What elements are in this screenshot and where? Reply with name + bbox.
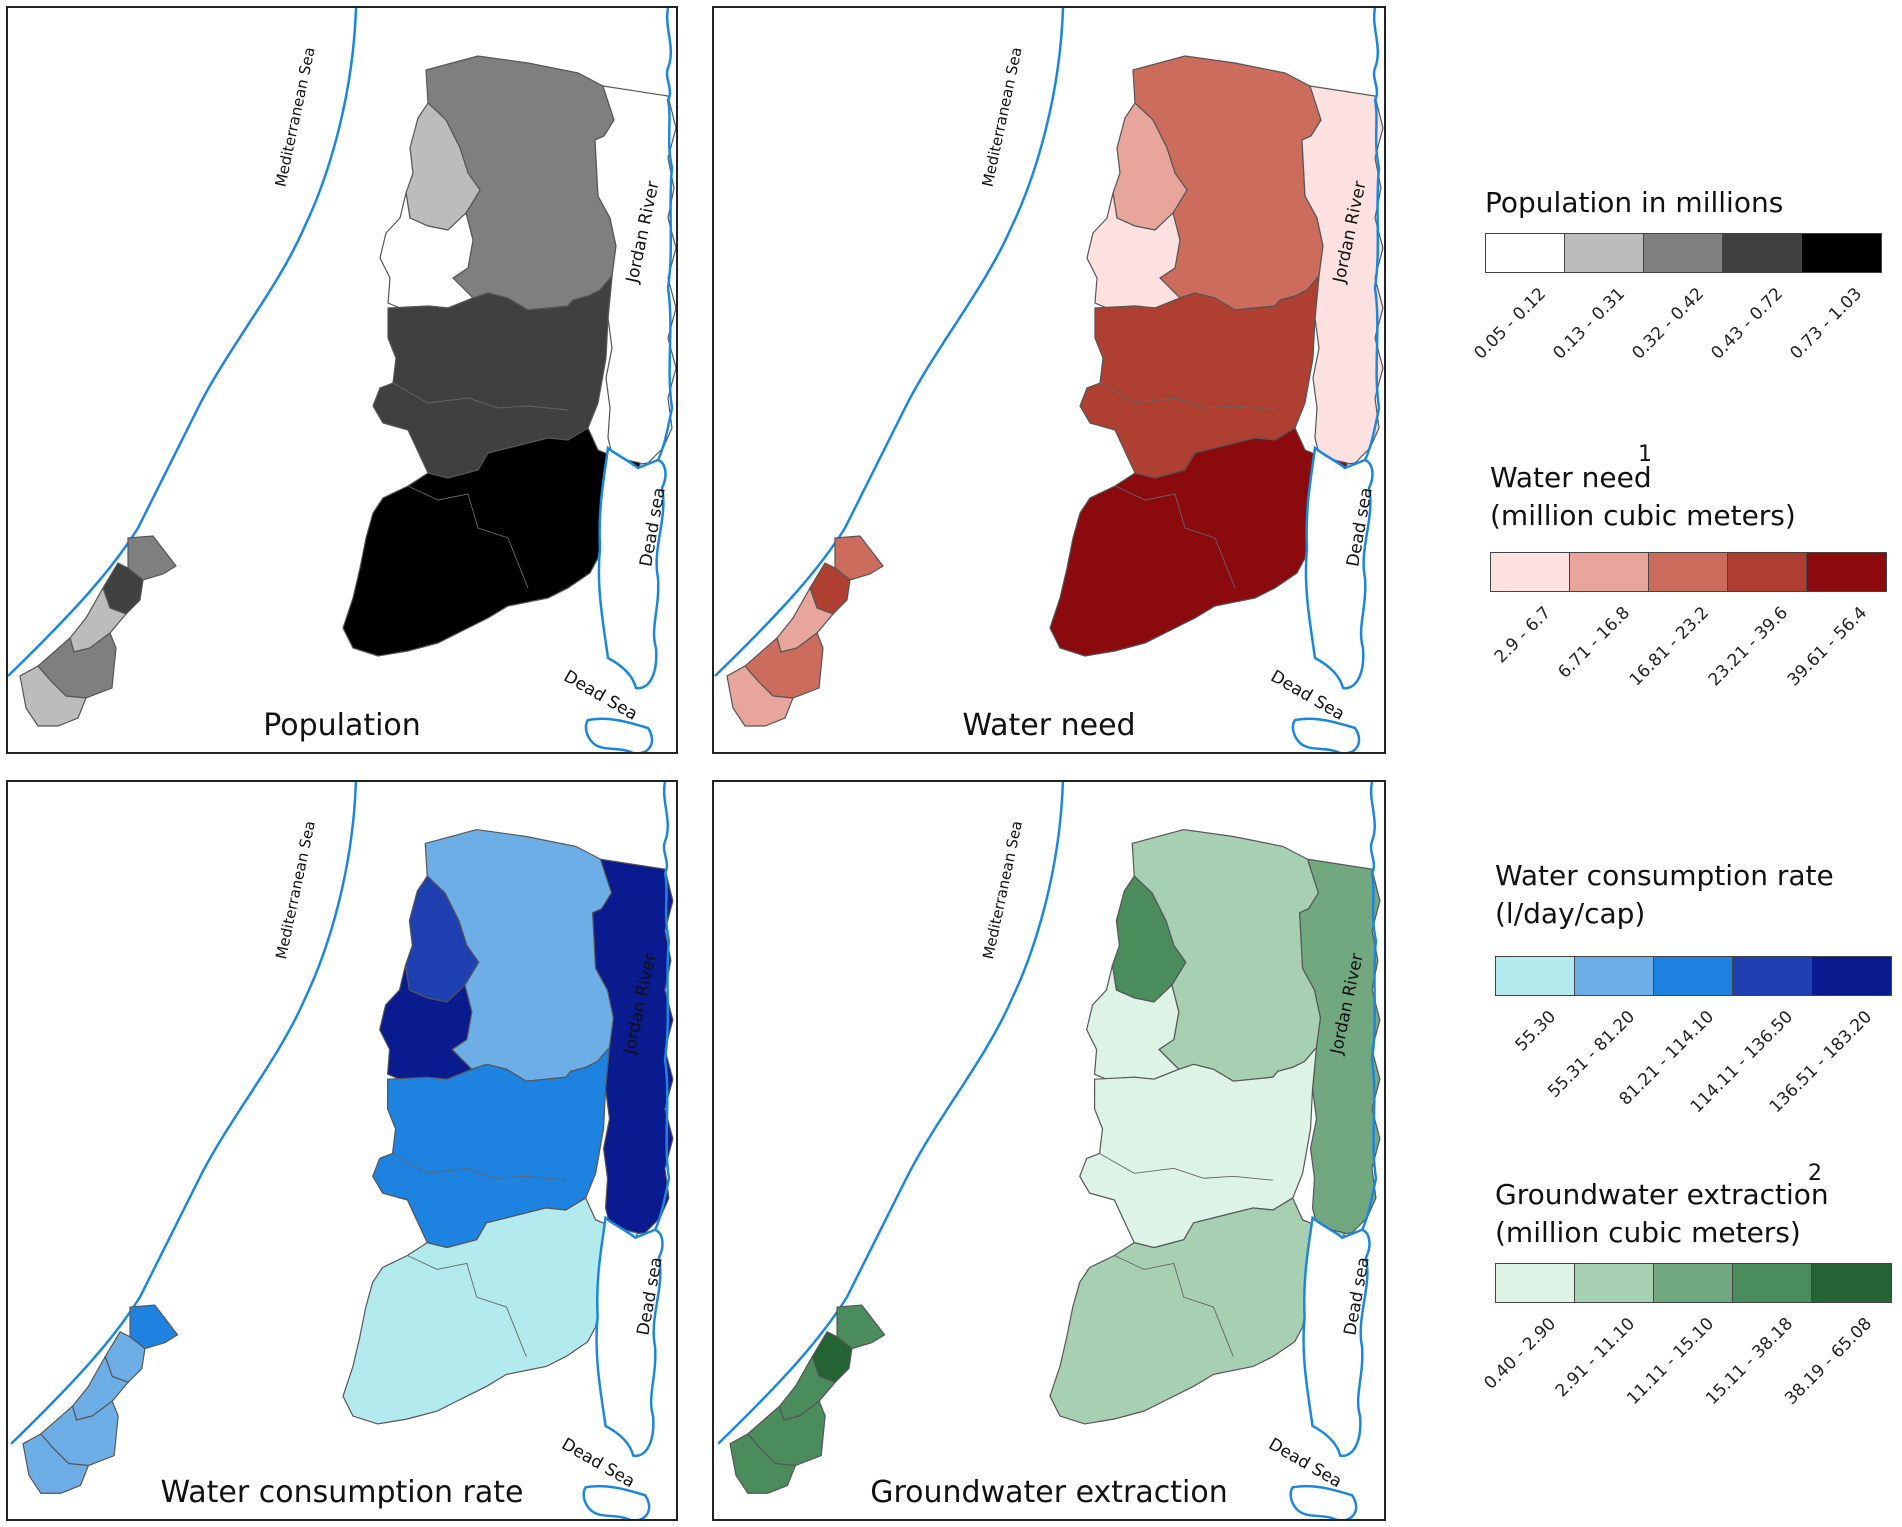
legend-swatch-5 bbox=[1807, 553, 1886, 591]
legend-swatch-2 bbox=[1570, 553, 1649, 591]
legend-swatch-2 bbox=[1565, 234, 1644, 272]
legend-title-groundwater: Groundwater extraction bbox=[1495, 1178, 1829, 1211]
region-gazaRafah bbox=[22, 1433, 90, 1494]
region-center bbox=[1079, 1045, 1318, 1249]
legend-swatch-4 bbox=[1728, 553, 1807, 591]
legend-swatch-1 bbox=[1496, 957, 1575, 995]
legend-swatch-3 bbox=[1644, 234, 1723, 272]
map-title-groundwater: Groundwater extraction bbox=[870, 1475, 1228, 1510]
dead-sea-lower-shape bbox=[584, 717, 654, 752]
legend-groundwater: Groundwater extraction 2 (million cubic … bbox=[1475, 1161, 1895, 1422]
legend-water-need: Water need 1 (million cubic meters) 2.9 … bbox=[1475, 442, 1895, 705]
map-title-water-need: Water need bbox=[962, 708, 1136, 743]
region-south bbox=[1049, 427, 1348, 657]
label-mediterranean-sea: Mediterranean Sea bbox=[272, 45, 319, 188]
dead-sea-shape bbox=[1304, 445, 1374, 690]
region-center bbox=[372, 274, 613, 479]
region-gazaRafah bbox=[19, 665, 87, 727]
legend-subtitle-groundwater: (million cubic meters) bbox=[1495, 1216, 1801, 1249]
district-border bbox=[392, 1153, 566, 1181]
coastline bbox=[10, 782, 358, 1445]
dead-sea-shape bbox=[595, 1215, 664, 1457]
district-border bbox=[407, 485, 529, 589]
legend-superscript-water-need: 1 bbox=[1638, 442, 1652, 467]
region-gazaRafah bbox=[729, 1433, 797, 1494]
jordan-river-line bbox=[1363, 8, 1381, 461]
legend-swatch-1 bbox=[1491, 553, 1570, 591]
map-title-population: Population bbox=[263, 708, 421, 743]
legend-population: Population in millions 0.05 - 0.12 0.13 -… bbox=[1470, 185, 1895, 405]
district-border bbox=[407, 1255, 527, 1357]
legend-swatch-3 bbox=[1654, 1264, 1733, 1302]
legend-swatch-1 bbox=[1486, 234, 1565, 272]
district-border bbox=[1099, 1153, 1273, 1181]
legend-subtitle-water-consumption: (l/day/cap) bbox=[1495, 897, 1646, 930]
label-mediterranean-sea: Mediterranean Sea bbox=[979, 45, 1026, 188]
dead-sea-shape bbox=[1302, 1215, 1371, 1457]
dead-sea-shape bbox=[597, 445, 667, 690]
map-panel-groundwater: Mediterranean Sea Jordan River Dead sea Dea… bbox=[712, 780, 1386, 1521]
legend-title-water-need: Water need bbox=[1490, 461, 1652, 494]
map-panel-water-consumption: Mediterranean Sea Jordan River Dead sea Dea… bbox=[6, 780, 678, 1521]
legend-swatch-1 bbox=[1496, 1264, 1575, 1302]
legend-swatches-population bbox=[1485, 233, 1882, 273]
region-south bbox=[1049, 1197, 1345, 1425]
legend-title-population: Population in millions bbox=[1485, 186, 1784, 219]
legend-swatch-5 bbox=[1812, 1264, 1891, 1302]
legend-swatches-water-consumption bbox=[1495, 956, 1892, 996]
legend-swatch-5 bbox=[1802, 234, 1881, 272]
jordan-river-line bbox=[653, 782, 671, 1231]
region-center bbox=[1079, 274, 1320, 479]
legend-swatch-2 bbox=[1575, 1264, 1654, 1302]
legend-swatch-3 bbox=[1654, 957, 1733, 995]
region-south bbox=[342, 427, 641, 657]
legend-swatch-3 bbox=[1649, 553, 1728, 591]
map-panel-population: Mediterranean Sea Jordan River Dead sea Dea… bbox=[6, 6, 678, 754]
legend-swatch-2 bbox=[1575, 957, 1654, 995]
district-border bbox=[1114, 485, 1236, 589]
jordan-river-line bbox=[1360, 782, 1378, 1231]
label-mediterranean-sea: Mediterranean Sea bbox=[272, 819, 319, 961]
label-mediterranean-sea: Mediterranean Sea bbox=[979, 819, 1026, 961]
dead-sea-lower-shape bbox=[1289, 1484, 1358, 1519]
jordan-river-line bbox=[656, 8, 674, 461]
coastline bbox=[714, 8, 1065, 677]
region-gazaRafah bbox=[726, 665, 794, 727]
legend-swatches-water-need bbox=[1490, 552, 1887, 592]
legend-title-water-consumption: Water consumption rate bbox=[1495, 859, 1834, 892]
coastline bbox=[717, 782, 1065, 1445]
region-center bbox=[372, 1045, 611, 1249]
coastline bbox=[8, 8, 358, 677]
legend-swatch-4 bbox=[1723, 234, 1802, 272]
map-panel-water-need: Mediterranean Sea Jordan River Dead sea Dea… bbox=[712, 6, 1386, 754]
legend-water-consumption: Water consumption rate (l/day/cap) 55.30… bbox=[1475, 858, 1895, 1117]
legend-swatch-4 bbox=[1733, 1264, 1812, 1302]
district-border bbox=[1099, 382, 1276, 411]
legend-subtitle-water-need: (million cubic meters) bbox=[1490, 499, 1796, 532]
legend-swatches-groundwater bbox=[1495, 1263, 1892, 1303]
region-south bbox=[342, 1197, 638, 1425]
legend-swatch-4 bbox=[1733, 957, 1812, 995]
map-title-water-consumption: Water consumption rate bbox=[160, 1475, 524, 1510]
dead-sea-lower-shape bbox=[1291, 717, 1361, 752]
dead-sea-lower-shape bbox=[582, 1484, 651, 1519]
district-border bbox=[1114, 1255, 1234, 1357]
district-border bbox=[392, 382, 569, 411]
legend-superscript-groundwater: 2 bbox=[1808, 1161, 1822, 1186]
legend-swatch-5 bbox=[1812, 957, 1891, 995]
